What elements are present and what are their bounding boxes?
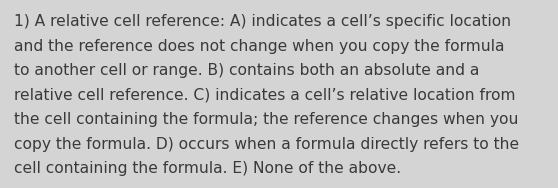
Text: 1) A relative cell reference: A) indicates a cell’s specific location: 1) A relative cell reference: A) indicat… xyxy=(14,14,511,29)
Text: relative cell reference. C) indicates a cell’s relative location from: relative cell reference. C) indicates a … xyxy=(14,87,516,102)
Text: and the reference does not change when you copy the formula: and the reference does not change when y… xyxy=(14,39,504,54)
Text: copy the formula. D) occurs when a formula directly refers to the: copy the formula. D) occurs when a formu… xyxy=(14,136,519,152)
Text: cell containing the formula. E) None of the above.: cell containing the formula. E) None of … xyxy=(14,161,401,176)
Text: to another cell or range. B) contains both an absolute and a: to another cell or range. B) contains bo… xyxy=(14,63,479,78)
Text: the cell containing the formula; the reference changes when you: the cell containing the formula; the ref… xyxy=(14,112,518,127)
